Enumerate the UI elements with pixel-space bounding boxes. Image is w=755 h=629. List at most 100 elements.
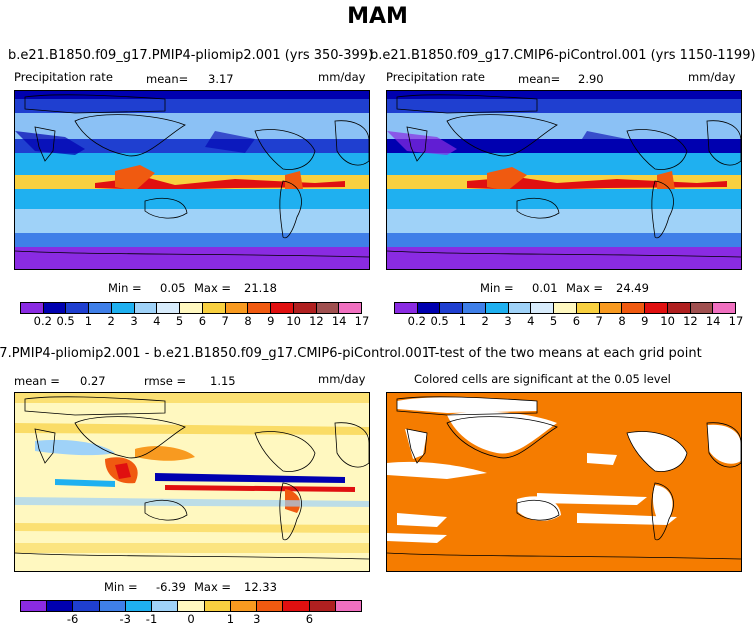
colorbar-swatch (21, 303, 44, 313)
colorbar-swatches (20, 302, 362, 314)
colorbar-swatch (204, 601, 231, 611)
colorbar-tick-label: 8 (618, 314, 626, 328)
min-value: -6.39 (156, 580, 186, 594)
colorbar-tick-label: 6 (305, 612, 314, 626)
colorbar-top-left: 0.2 0.5 1 2 3 4 5 6 7 8 9 10 12 14 17 (20, 302, 370, 328)
colorbar-swatch (111, 303, 135, 313)
colorbar-swatch (531, 303, 555, 313)
mean-value: 0.27 (80, 374, 106, 388)
colorbar-tick-label: 14 (705, 314, 721, 328)
colorbar-tick-label: 2 (107, 314, 115, 328)
colorbar-swatch (180, 303, 203, 313)
colorbar-swatch (43, 303, 67, 313)
colorbar-swatch (713, 303, 736, 313)
min-value: 0.05 (160, 281, 186, 295)
colorbar-tick-label: 1 (458, 314, 467, 328)
colorbar-tick-label: 0.2 (407, 314, 426, 328)
colorbar-tick-label: 6 (572, 314, 581, 328)
colorbar-swatch (66, 303, 90, 313)
mean-value: 2.90 (578, 72, 604, 86)
colorbar-tick-label: 5 (175, 314, 184, 328)
rmse-label: rmse = (144, 374, 187, 388)
colorbar-ticks: -6 -3 -1 0 1 3 6 (20, 612, 362, 626)
colorbar-tick-label: 10 (660, 314, 675, 328)
colorbar-swatch (89, 303, 112, 313)
colorbar-top-right: 0.2 0.5 1 2 3 4 5 6 7 8 9 10 12 14 17 (394, 302, 743, 328)
colorbar-tick-label: 12 (309, 314, 324, 328)
colorbar-swatch (576, 303, 600, 313)
colorbar-swatch (463, 303, 486, 313)
colorbar-swatch (152, 601, 179, 611)
colorbar-tick-label: 0.5 (430, 314, 449, 328)
colorbar-tick-label: 0.2 (33, 314, 52, 328)
precip-map-graphic (387, 91, 741, 269)
colorbar-tick-label: 1 (226, 612, 235, 626)
colorbar-swatch (645, 303, 668, 313)
colorbar-swatch (157, 303, 181, 313)
ttest-map-graphic (387, 393, 741, 571)
panel-title-bottom-right: T-test of the two means at each grid poi… (428, 346, 755, 361)
colorbar-tick-label: 12 (683, 314, 698, 328)
colorbar-tick-label: -6 (66, 612, 79, 626)
mean-label: mean = (14, 374, 60, 388)
panel-title-bottom-left: b.e21.B1850.f09_g17.PMIP4-pliomip2.001 -… (0, 346, 430, 361)
colorbar-swatch (554, 303, 577, 313)
panel-subtitle: Colored cells are significant at the 0.0… (414, 372, 671, 386)
precip-map-top-right (386, 90, 742, 270)
mean-label: mean= (146, 72, 189, 86)
colorbar-swatch (599, 303, 623, 313)
colorbar-swatch (47, 601, 74, 611)
colorbar-tick-label: 8 (244, 314, 252, 328)
colorbar-swatch (134, 303, 158, 313)
min-label: Min = (108, 281, 142, 295)
max-value: 21.18 (244, 281, 277, 295)
colorbar-tick-label: 17 (354, 314, 370, 328)
variable-label: Precipitation rate (386, 70, 485, 84)
colorbar-swatch (690, 303, 714, 313)
colorbar-tick-label: 5 (549, 314, 558, 328)
min-value: 0.01 (532, 281, 558, 295)
colorbar-tick-label: 2 (481, 314, 489, 328)
max-value: 24.49 (616, 281, 649, 295)
colorbar-tick-label: 1 (84, 314, 93, 328)
colorbar-tick-label: 7 (221, 314, 229, 328)
colorbar-tick-label: 9 (641, 314, 649, 328)
colorbar-swatch (339, 303, 362, 313)
rmse-value: 1.15 (210, 374, 236, 388)
colorbar-swatch (508, 303, 532, 313)
units-label: mm/day (318, 70, 366, 84)
precip-map-graphic (15, 91, 369, 269)
colorbar-swatch (485, 303, 509, 313)
difference-map (14, 392, 370, 572)
max-label: Max = (194, 281, 232, 295)
colorbar-swatch (225, 303, 249, 313)
variable-label: Precipitation rate (14, 70, 113, 84)
max-label: Max = (566, 281, 604, 295)
colorbar-swatch (293, 303, 317, 313)
colorbar-tick-label: 14 (331, 314, 347, 328)
colorbar-tick-label: 9 (267, 314, 275, 328)
colorbar-bottom-left: -6 -3 -1 0 1 3 6 (20, 600, 362, 626)
colorbar-swatches (20, 600, 362, 612)
colorbar-tick-label: 4 (527, 314, 535, 328)
difference-title: b.e21.B1850.f09_g17.PMIP4-pliomip2.001 -… (0, 346, 430, 361)
panel-title-top-left: b.e21.B1850.f09_g17.PMIP4-pliomip2.001 (… (8, 48, 374, 63)
colorbar-swatch (125, 601, 153, 611)
colorbar-swatch (335, 601, 362, 611)
colorbar-swatches (394, 302, 736, 314)
colorbar-swatch (271, 303, 294, 313)
colorbar-swatch (248, 303, 272, 313)
colorbar-swatch (99, 601, 126, 611)
colorbar-tick-label: 0.5 (56, 314, 75, 328)
colorbar-tick-label: 4 (153, 314, 161, 328)
units-label: mm/day (318, 372, 366, 386)
colorbar-tick-label: 3 (130, 314, 138, 328)
units-label: mm/day (688, 70, 736, 84)
colorbar-swatch (622, 303, 646, 313)
colorbar-swatch (417, 303, 441, 313)
colorbar-tick-label: -1 (145, 612, 158, 626)
colorbar-swatch (316, 303, 340, 313)
colorbar-ticks: 0.2 0.5 1 2 3 4 5 6 7 8 9 10 12 14 17 (20, 314, 370, 328)
colorbar-tick-label: 3 (504, 314, 512, 328)
max-value: 12.33 (244, 580, 277, 594)
